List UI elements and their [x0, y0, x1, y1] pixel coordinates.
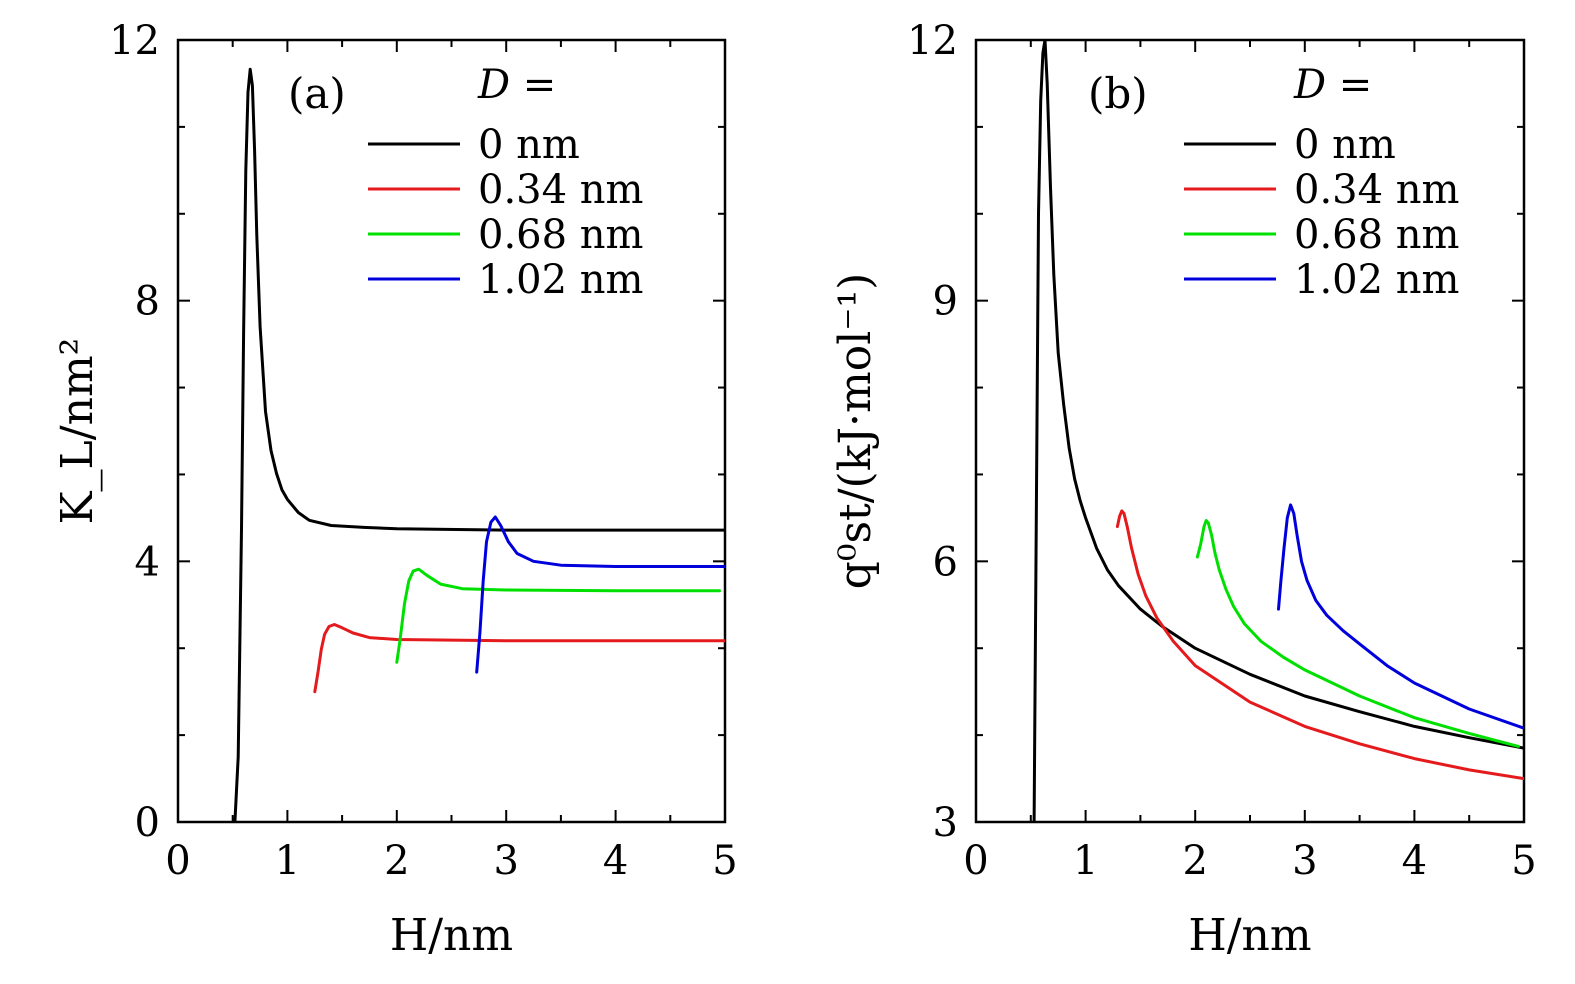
plot-frame [176, 38, 727, 824]
y-tick-label: 3 [933, 800, 958, 846]
x-tick-label: 0 [963, 838, 988, 884]
series-line [395, 567, 721, 664]
legend-title: D = [1293, 62, 1372, 108]
x-tick-label: 1 [1073, 838, 1098, 884]
series-line [233, 67, 725, 822]
series-line [1195, 519, 1520, 748]
x-tick-label: 0 [165, 838, 190, 884]
y-tick-label: 12 [907, 18, 958, 64]
x-axis-title: H/nm [1188, 910, 1311, 961]
legend-entry: 0 nm [1294, 122, 1396, 168]
x-tick-label: 2 [1182, 838, 1207, 884]
legend-entry: 1.02 nm [1294, 257, 1459, 303]
series-line [1115, 509, 1524, 781]
y-tick-label: 9 [933, 279, 958, 325]
x-tick-label: 3 [1292, 838, 1317, 884]
series-group [1032, 40, 1524, 822]
panel-label: (b) [1088, 69, 1148, 118]
x-tick-label: 5 [712, 838, 737, 884]
x-tick-label: 5 [1511, 838, 1536, 884]
legend-entry: 1.02 nm [478, 257, 643, 303]
legend-entry: 0.34 nm [478, 167, 643, 213]
x-tick-label: 4 [603, 838, 628, 884]
y-tick-label: 4 [135, 539, 160, 585]
x-tick-label: 3 [493, 838, 518, 884]
series-line [313, 623, 725, 694]
series-line [1277, 503, 1524, 730]
y-axis-title: q⁰st/(kJ·mol⁻¹) [830, 273, 881, 590]
y-tick-label: 12 [109, 18, 160, 64]
x-tick-label: 4 [1402, 838, 1427, 884]
series-group [233, 67, 725, 822]
x-axis-title: H/nm [390, 910, 513, 961]
y-tick-label: 6 [933, 539, 958, 585]
x-tick-label: 2 [384, 838, 409, 884]
y-tick-label: 8 [135, 279, 160, 325]
series-line [475, 515, 725, 674]
legend-entry: 0.34 nm [1294, 167, 1459, 213]
y-tick-label: 0 [135, 800, 160, 846]
legend-entry: 0.68 nm [1294, 212, 1459, 258]
legend-title: D = [477, 62, 556, 108]
x-tick-label: 1 [275, 838, 300, 884]
legend-entry: 0.68 nm [478, 212, 643, 258]
legend-entry: 0 nm [478, 122, 580, 168]
series-line [1032, 40, 1524, 822]
plot-frame [974, 38, 1526, 824]
y-axis-title: K_L/nm² [52, 338, 103, 525]
panel-label: (a) [288, 69, 346, 118]
